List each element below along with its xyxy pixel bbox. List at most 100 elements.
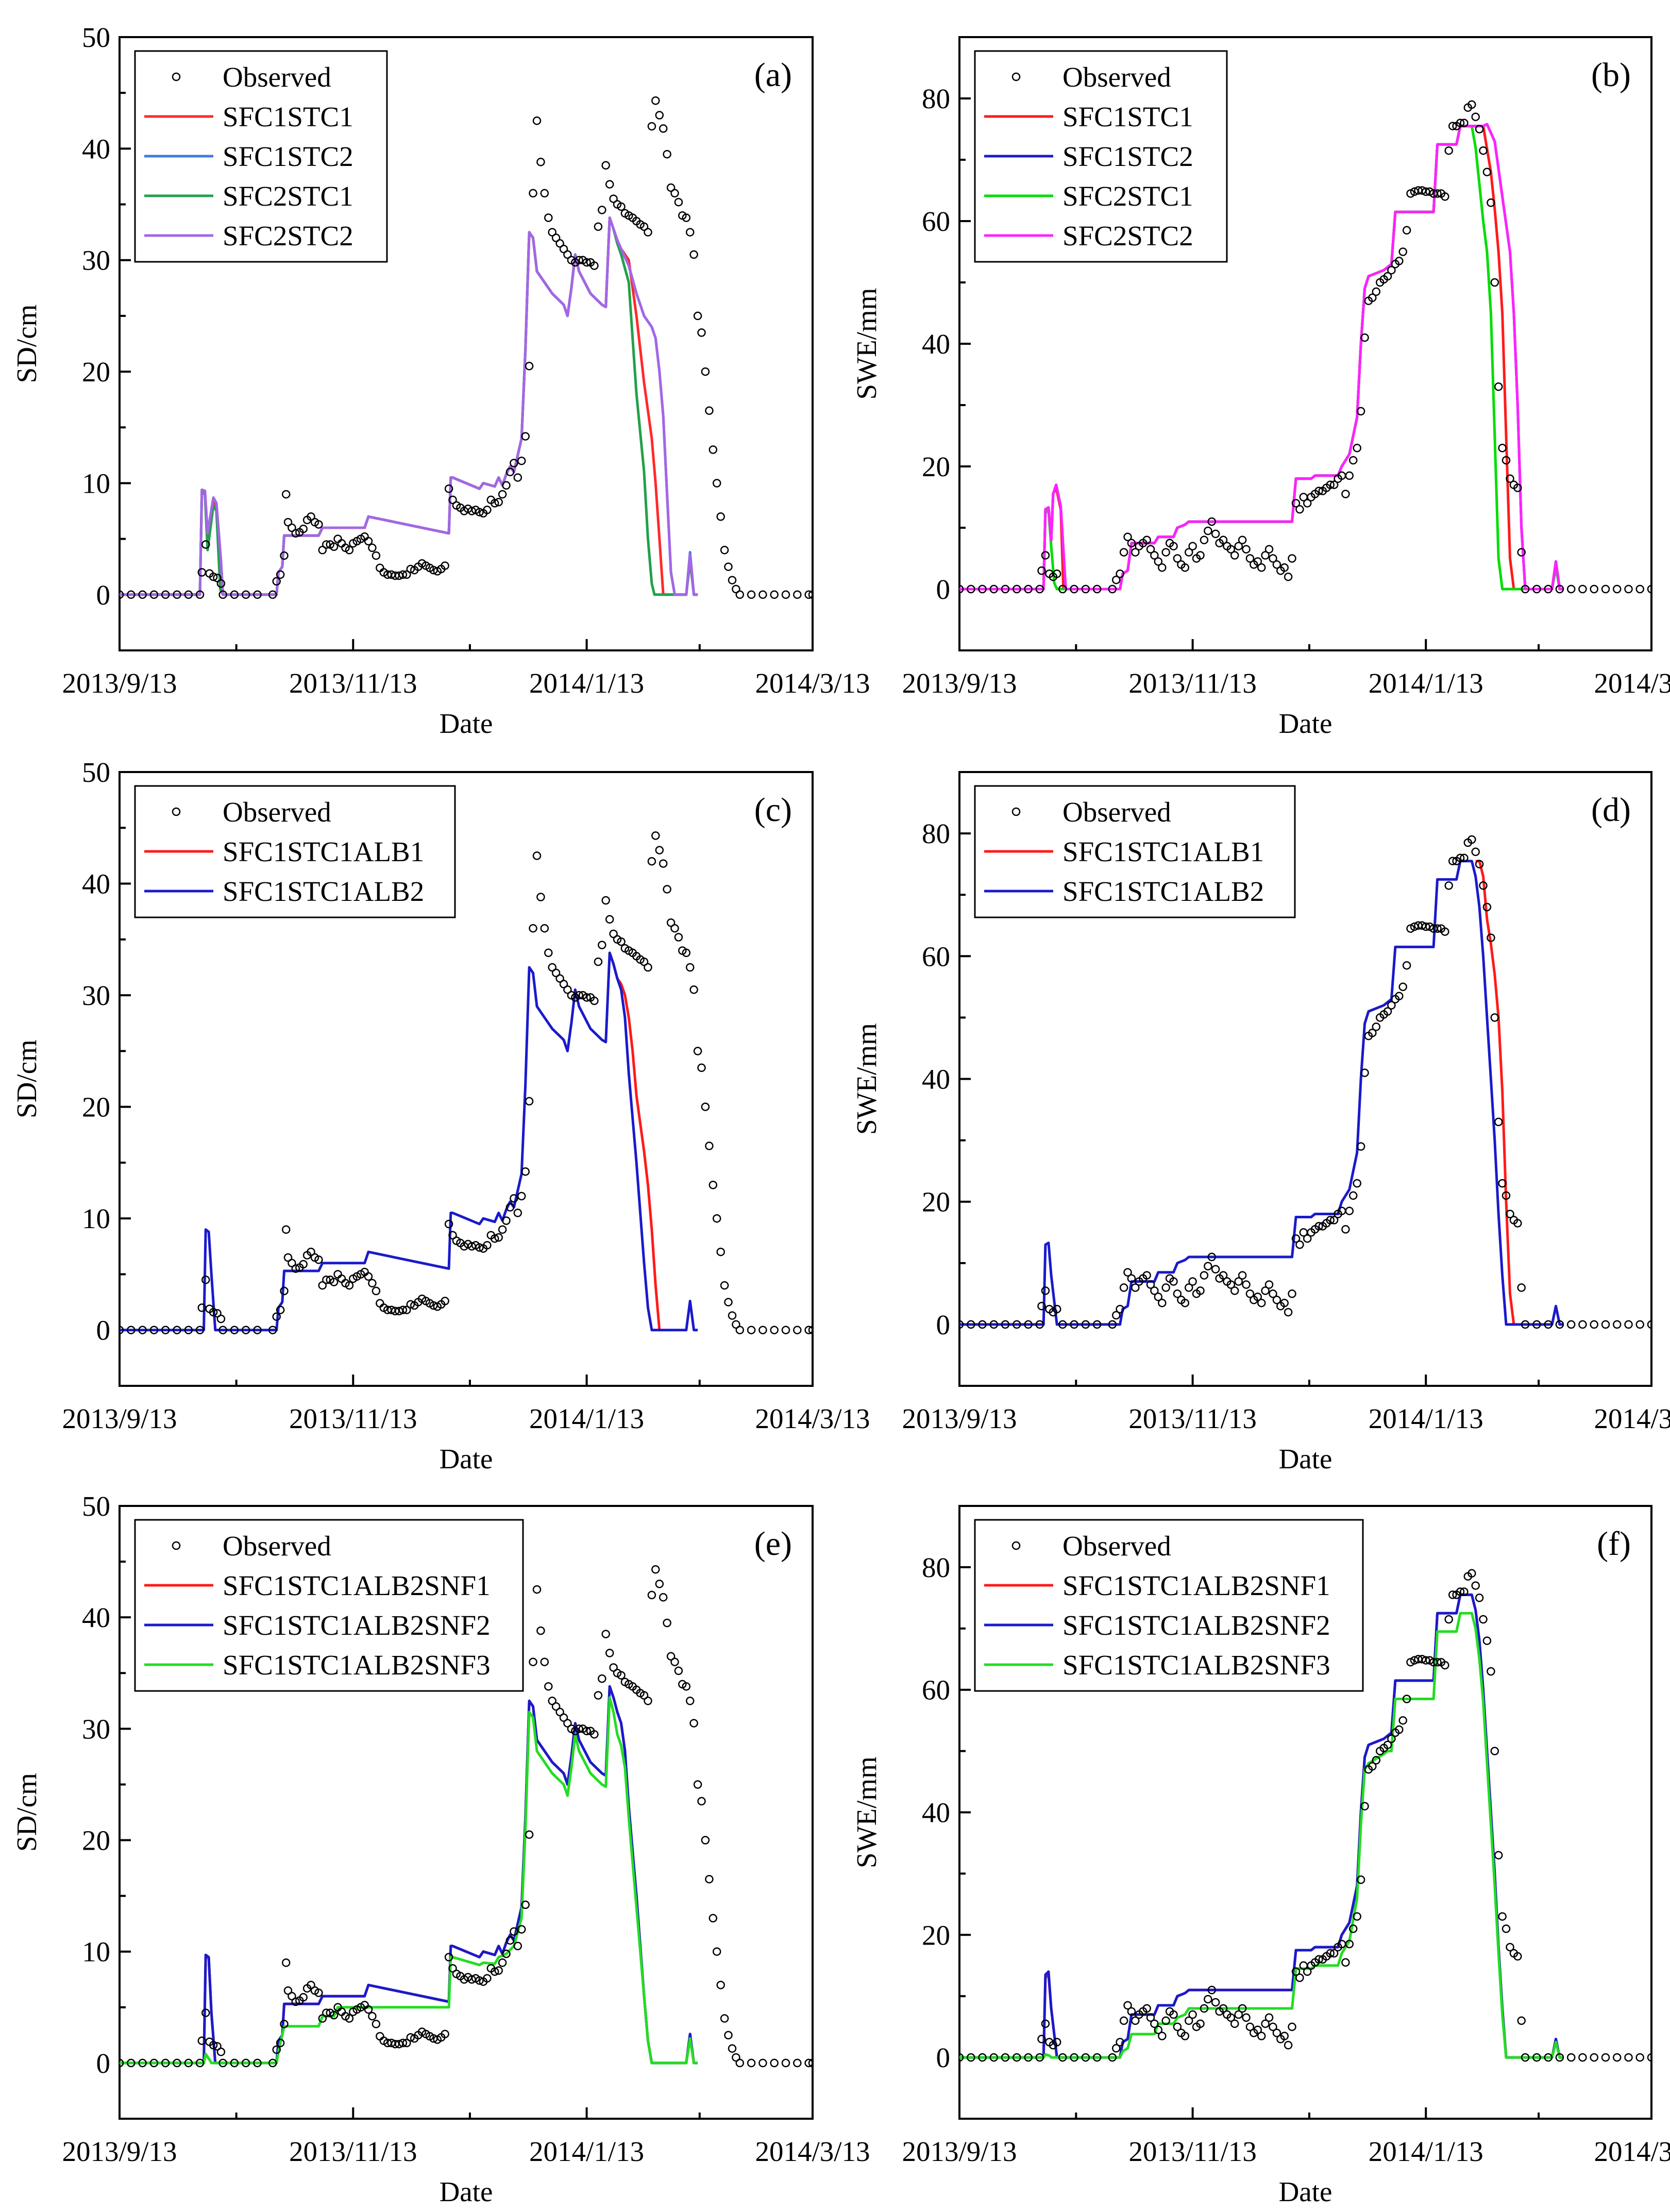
observed-point [590, 996, 599, 1006]
observed-point [601, 1630, 610, 1638]
observed-point [582, 993, 591, 1002]
observed-point [314, 520, 323, 529]
observed-point [644, 1697, 652, 1705]
observed-point [1494, 382, 1503, 391]
observed-point [705, 406, 714, 415]
observed-point [1234, 2010, 1243, 2019]
observed-point [1398, 982, 1407, 992]
observed-point [372, 1286, 381, 1296]
observed-point [1421, 1656, 1430, 1665]
x-tick-label: 2013/9/13 [62, 2136, 177, 2167]
observed-point [173, 590, 181, 599]
observed-point [1467, 1569, 1476, 1578]
observed-point [1052, 1304, 1061, 1314]
observed-point [291, 1264, 300, 1273]
legend-label: SFC1STC1ALB2SNF2 [223, 1610, 491, 1641]
observed-point [475, 508, 484, 516]
observed-point [299, 1260, 308, 1269]
observed-point [1612, 1320, 1622, 1329]
observed-point [1578, 2053, 1587, 2062]
observed-point [793, 2058, 802, 2068]
observed-point [318, 1281, 327, 1290]
observed-point [555, 974, 564, 983]
y-tick-label: 60 [922, 941, 950, 972]
observed-point [670, 1657, 679, 1666]
observed-point [1127, 1274, 1136, 1283]
observed-point [127, 590, 136, 599]
observed-point [268, 590, 277, 599]
observed-point [521, 432, 530, 441]
legend-marker-observed [172, 1541, 181, 1550]
observed-point [659, 1593, 668, 1602]
observed-point [1647, 1320, 1651, 1329]
observed-point [272, 1312, 281, 1321]
observed-point [1123, 532, 1132, 542]
y-tick-label: 0 [96, 1315, 111, 1346]
observed-point [402, 1305, 411, 1314]
observed-point [1479, 881, 1488, 890]
observed-point [659, 859, 668, 868]
observed-point [1444, 881, 1453, 890]
y-tick-label: 50 [82, 22, 110, 53]
observed-point [213, 1309, 222, 1318]
observed-point [1226, 545, 1236, 554]
observed-point [1433, 924, 1442, 933]
observed-point [732, 584, 740, 594]
observed-point [804, 2058, 813, 2068]
observed-point [1184, 2016, 1193, 2025]
observed-point [1441, 192, 1449, 201]
observed-point [1372, 1756, 1381, 1765]
legend-label: SFC1STC1ALB1 [223, 836, 424, 867]
y-tick-label: 40 [82, 1602, 110, 1633]
observed-point [1372, 287, 1381, 296]
x-axis-label: Date [440, 708, 493, 739]
observed-point [329, 2010, 339, 2020]
y-tick-label: 40 [922, 1064, 950, 1095]
series-line-SFC1STC1ALB2 [959, 860, 1564, 1326]
observed-point [318, 546, 327, 555]
observed-point [1092, 584, 1102, 594]
observed-point [1314, 1222, 1323, 1231]
y-tick-label: 80 [922, 818, 950, 849]
observed-point [209, 572, 218, 581]
observed-point [318, 2014, 327, 2023]
observed-point [1360, 333, 1369, 342]
observed-point [651, 1565, 660, 1574]
observed-point [1356, 1875, 1365, 1884]
observed-point [201, 540, 210, 549]
observed-point [1387, 1001, 1396, 1010]
observed-point [272, 577, 281, 586]
observed-point [218, 590, 227, 599]
observed-point [1280, 1298, 1289, 1308]
observed-point [517, 1192, 526, 1201]
observed-point [1444, 1615, 1453, 1624]
observed-point [544, 1682, 553, 1691]
observed-point [1356, 1142, 1365, 1151]
observed-point [735, 590, 745, 599]
observed-point [1226, 2013, 1236, 2022]
observed-point [1127, 2007, 1136, 2016]
series-line-SFC1STC1ALB1 [1475, 860, 1515, 1325]
observed-point [609, 929, 618, 939]
observed-point [1502, 456, 1511, 465]
observed-point [253, 2058, 262, 2068]
observed-point [747, 2058, 756, 2068]
observed-point [1513, 483, 1522, 492]
observed-point [283, 1253, 293, 1262]
observed-point [1284, 1308, 1293, 1317]
x-tick-label: 2014/1/13 [1369, 667, 1483, 699]
observed-point [1158, 1298, 1167, 1308]
observed-point [1238, 535, 1247, 545]
observed-point [213, 574, 222, 582]
observed-point [1154, 557, 1163, 566]
observed-point [494, 1966, 503, 1975]
observed-point [268, 1326, 277, 1334]
legend: Observed SFC1STC1 SFC1STC2 SFC2STC1 SFC2STC2 [134, 50, 388, 263]
observed-point [682, 213, 691, 222]
observed-point [1590, 1320, 1598, 1329]
y-tick-label: 40 [922, 1797, 950, 1829]
observed-point [1013, 584, 1021, 594]
observed-point [1521, 584, 1530, 594]
observed-point [1150, 2019, 1159, 2028]
observed-point [1448, 857, 1457, 865]
